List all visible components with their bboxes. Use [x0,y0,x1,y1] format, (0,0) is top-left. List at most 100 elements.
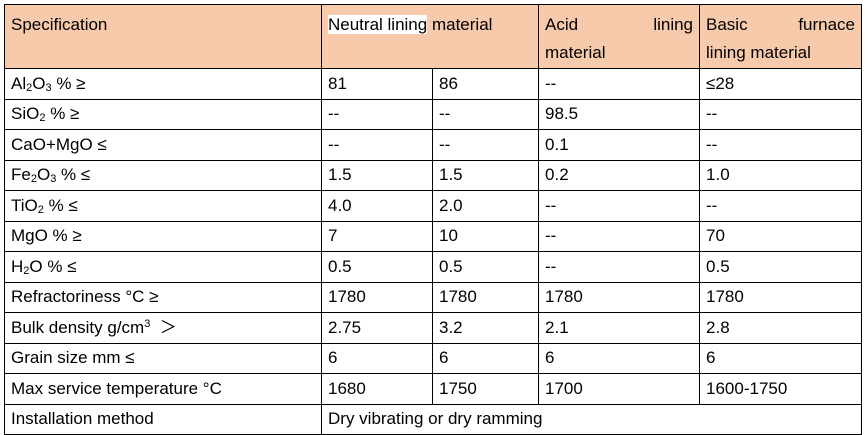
value-cell: ≤28 [699,68,863,100]
header-neutral-highlight: Neutral lining [328,15,428,34]
value-cell: 0.5 [699,251,863,283]
spec-post: % ≥ [45,104,80,124]
install-row: Installation method Dry vibrating or dry… [4,403,863,435]
value-cell: -- [431,98,540,130]
spec-sub1: 2 [26,81,33,94]
value-cell: -- [538,220,701,252]
header-basic-word1: Basic [706,15,748,34]
spec-sub1: 2 [30,173,37,186]
spec-mid: O [32,73,46,93]
spec-pre: Max service temperature °C [11,378,222,398]
header-row: Specification Neutral lining material Ac… [4,4,863,69]
value-cell: 6 [431,342,540,374]
table-row: Grain size mm ≤6 6 6 6 [4,342,863,374]
table-row: TiO2 % ≤4.0 2.0 -- -- [4,190,863,222]
value-cell: 86 [431,68,540,100]
spec-post: % ≤ [43,195,78,215]
value-cell: -- [538,251,701,283]
spec-pre: Fe [11,165,31,185]
spec-cell: H2O % ≤ [4,251,322,283]
table-row: CaO+MgO ≤ -- -- 0.1 -- [4,129,863,161]
spec-cell: CaO+MgO ≤ [4,129,322,161]
value-cell: 98.5 [538,98,701,130]
value-cell: 1750 [431,373,540,405]
spec-pre: Grain size mm ≤ [11,348,135,368]
value-cell: 1680 [321,373,433,405]
spec-cell: Grain size mm ≤ [4,342,322,374]
spec-pre: Refractoriness °C ≥ [11,287,159,307]
spec-pre: Bulk density g/cm [11,317,145,337]
header-basic-lining: Basic furnace lining material [699,4,863,69]
header-acid-word2: lining [653,15,694,34]
spec-cell: Bulk density g/cm3 ＞ [4,312,322,344]
value-cell: 3.2 [431,312,540,344]
spec-pre: CaO+MgO ≤ [11,134,107,154]
spec-sub2: 3 [50,173,57,186]
value-cell: 1.5 [321,159,433,191]
value-cell: -- [699,129,863,161]
value-cell: 10 [431,220,540,252]
spec-mid: O [36,165,51,185]
spec-cell: TiO2 % ≤ [4,190,322,222]
value-cell: 1.0 [699,159,863,191]
table-row: MgO % ≥ 7 10 -- 70 [4,220,863,252]
value-cell: 1.5 [431,159,540,191]
spec-sub1: 2 [37,203,44,216]
value-cell: 6 [699,342,863,374]
spec-sub1: 2 [23,264,30,277]
table-row: Fe2O3 % ≤1.5 1.5 0.2 1.0 [4,159,863,191]
header-basic-word3: lining material [706,43,811,62]
value-cell: 1600-1750 [699,373,863,405]
table-row: Bulk density g/cm3 ＞ 2.75 3.2 2.1 2.8 [4,312,863,344]
header-acid-lining: Acid lining material [538,4,701,69]
spec-post: ＞ [150,317,177,337]
header-specification: Specification [4,4,322,69]
spec-table: Specification Neutral lining material Ac… [4,4,863,435]
header-acid-word1: Acid [545,15,579,34]
spec-pre: H [11,256,24,276]
spec-cell: MgO % ≥ [4,220,322,252]
value-cell: 2.8 [699,312,863,344]
value-cell: 7 [321,220,433,252]
value-cell: 2.0 [431,190,540,222]
value-cell: 6 [321,342,433,374]
table-row: Al2O3 % ≥81 86 -- ≤28 [4,68,863,100]
install-label: Installation method [4,403,322,435]
value-cell: -- [321,98,433,130]
spec-sup: 3 [144,317,151,330]
value-cell: -- [321,129,433,161]
value-cell: 1780 [538,281,701,313]
value-cell: 1780 [431,281,540,313]
value-cell: -- [538,68,701,100]
value-cell: -- [431,129,540,161]
value-cell: 0.1 [538,129,701,161]
spec-pre: MgO % ≥ [11,226,82,246]
value-cell: 81 [321,68,433,100]
table-row: Max service temperature °C 1680 1750 1700 16… [4,373,863,405]
value-cell: 6 [538,342,701,374]
value-cell: 0.5 [431,251,540,283]
spec-cell: Max service temperature °C [4,373,322,405]
table-row: SiO2 % ≥ -- -- 98.5 -- [4,98,863,130]
spec-post: % ≤ [56,165,91,185]
spec-cell: Al2O3 % ≥ [4,68,322,100]
header-acid-word3: material [545,43,606,62]
value-cell: 0.2 [538,159,701,191]
spec-sub1: 2 [39,112,46,125]
spec-cell: Refractoriness °C ≥ [4,281,322,313]
spec-pre: Al [11,73,27,93]
install-value: Dry vibrating or dry ramming [320,403,863,435]
value-cell: -- [699,190,863,222]
value-cell: 1700 [538,373,701,405]
value-cell: 1780 [321,281,433,313]
table-row: H2O % ≤0.5 0.5 -- 0.5 [4,251,863,283]
spec-sub2: 3 [45,81,52,94]
spec-pre: SiO [11,104,40,124]
spec-cell: Fe2O3 % ≤ [4,159,322,191]
spec-pre: TiO [11,195,38,215]
spec-post: O % ≤ [29,256,77,276]
table-row: Refractoriness °C ≥1780 1780 1780 1780 [4,281,863,313]
spec-post: % ≥ [51,73,86,93]
value-cell: -- [699,98,863,130]
header-basic-word2: furnace [798,15,856,34]
